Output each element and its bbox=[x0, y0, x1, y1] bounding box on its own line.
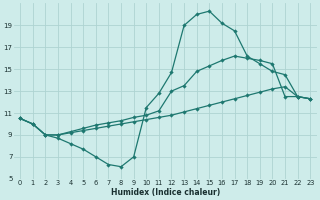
X-axis label: Humidex (Indice chaleur): Humidex (Indice chaleur) bbox=[111, 188, 220, 197]
